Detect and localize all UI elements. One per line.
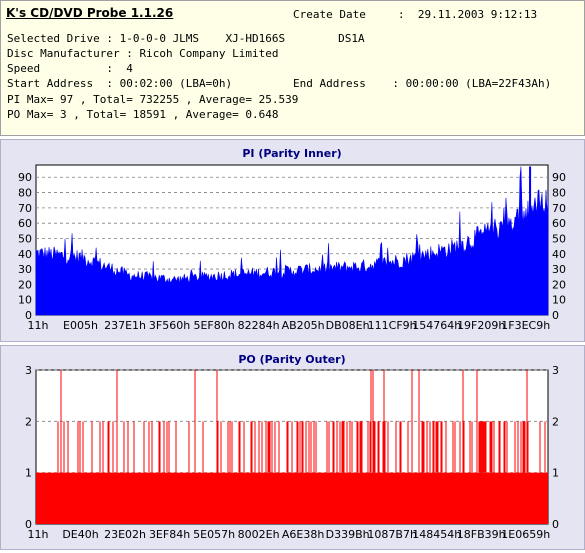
po-xtick: 5E057h xyxy=(193,528,235,541)
pi-ytick-left: 40 xyxy=(18,248,32,261)
po-ytick-right: 2 xyxy=(552,415,559,428)
pi-summary-line: PI Max= 97 , Total= 732255 , Average= 25… xyxy=(7,93,299,106)
pi-ytick-right: 60 xyxy=(552,217,566,230)
pi-xtick: 82284h xyxy=(238,319,280,332)
po-xtick: 23E02h xyxy=(104,528,146,541)
app-title: K's CD/DVD Probe 1.1.26 xyxy=(6,6,174,20)
pi-area xyxy=(35,166,549,316)
pi-title: PI (Parity Inner) xyxy=(242,147,341,160)
po-title: PO (Parity Outer) xyxy=(238,353,345,366)
pi-xtick: E005h xyxy=(63,319,98,332)
po-summary-line: PO Max= 3 , Total= 18591 , Average= 0.64… xyxy=(7,108,279,121)
pi-xtick: 237E1h xyxy=(104,319,146,332)
pi-chart: PI (Parity Inner) 0 0 10 10 20 20 30 30 40 40 50 50 6… xyxy=(18,147,566,332)
pi-xtick: 11h xyxy=(28,319,49,332)
po-ytick-left: 0 xyxy=(25,518,32,531)
pi-xtick: 5EF80h xyxy=(193,319,234,332)
po-baseline-block xyxy=(36,472,548,524)
po-xtick: A6E38h xyxy=(282,528,324,541)
start-address-line: Start Address : 00:02:00 (LBA=0h) xyxy=(7,77,233,90)
pi-ytick-left: 90 xyxy=(18,171,32,184)
po-xtick: 8002Eh xyxy=(238,528,280,541)
disc-manufacturer-line: Disc Manufacturer : Ricoh Company Limite… xyxy=(7,47,279,60)
po-ytick-left: 1 xyxy=(25,467,32,480)
po-xtick: 148454h xyxy=(412,528,461,541)
po-xtick: D339Bh xyxy=(326,528,370,541)
pi-xtick: AB205h xyxy=(282,319,325,332)
pi-xtick: 111CF9h xyxy=(368,319,417,332)
pi-chart-panel: PI (Parity Inner) 0 0 10 10 20 20 30 30 40 40 50 50 6… xyxy=(0,139,585,342)
po-ytick-right: 3 xyxy=(552,364,559,377)
pi-ytick-right: 10 xyxy=(552,294,566,307)
po-chart: PO (Parity Outer) 0 0 1 1 2 2 3 3 11h DE40h 23E02h 3… xyxy=(25,353,559,541)
pi-ytick-right: 20 xyxy=(552,278,566,291)
po-xtick: 18FB39h xyxy=(457,528,506,541)
pi-ytick-right: 70 xyxy=(552,202,566,215)
selected-drive-line: Selected Drive : 1-0-0-0 JLMS XJ-HD166S … xyxy=(7,32,365,45)
po-ytick-right: 0 xyxy=(552,518,559,531)
po-xtick: 1E0659h xyxy=(501,528,550,541)
pi-ytick-left: 20 xyxy=(18,278,32,291)
end-address-line: End Address : 00:00:00 (LBA=22F43Ah) xyxy=(293,77,552,90)
po-xtick: 11h xyxy=(28,528,49,541)
pi-ytick-left: 10 xyxy=(18,294,32,307)
pi-ytick-left: 0 xyxy=(25,309,32,322)
po-xtick: DE40h xyxy=(62,528,98,541)
pi-series xyxy=(35,166,549,316)
pi-xtick: 1F3EC9h xyxy=(501,319,550,332)
pi-xtick: 19F209h xyxy=(457,319,505,332)
pi-xtick: 154764h xyxy=(412,319,461,332)
pi-ytick-right: 80 xyxy=(552,187,566,200)
pi-xtick: 3F560h xyxy=(149,319,190,332)
po-xtick: 3EF84h xyxy=(149,528,190,541)
disc-info-panel: K's CD/DVD Probe 1.1.26 Create Date : 29… xyxy=(0,0,585,136)
pi-ytick-left: 50 xyxy=(18,232,32,245)
pi-ytick-left: 30 xyxy=(18,263,32,276)
po-xtick: 1087B7h xyxy=(367,528,417,541)
pi-ytick-right: 30 xyxy=(552,263,566,276)
po-series xyxy=(36,370,548,524)
pi-ytick-right: 0 xyxy=(552,309,559,322)
create-date-label: Create Date xyxy=(293,8,366,21)
pi-ytick-right: 40 xyxy=(552,248,566,261)
po-ytick-left: 3 xyxy=(25,364,32,377)
create-date-value: : 29.11.2003 9:12:13 xyxy=(398,8,538,21)
po-chart-panel: PO (Parity Outer) 0 0 1 1 2 2 3 3 11h DE40h 23E02h 3… xyxy=(0,345,585,550)
pi-xtick: DB08Eh xyxy=(326,319,370,332)
pi-ytick-left: 80 xyxy=(18,187,32,200)
pi-ytick-right: 90 xyxy=(552,171,566,184)
po-ytick-left: 2 xyxy=(25,415,32,428)
pi-ytick-left: 70 xyxy=(18,202,32,215)
pi-ytick-left: 60 xyxy=(18,217,32,230)
po-ytick-right: 1 xyxy=(552,467,559,480)
pi-ytick-right: 50 xyxy=(552,232,566,245)
speed-line: Speed : 4 xyxy=(7,62,133,75)
